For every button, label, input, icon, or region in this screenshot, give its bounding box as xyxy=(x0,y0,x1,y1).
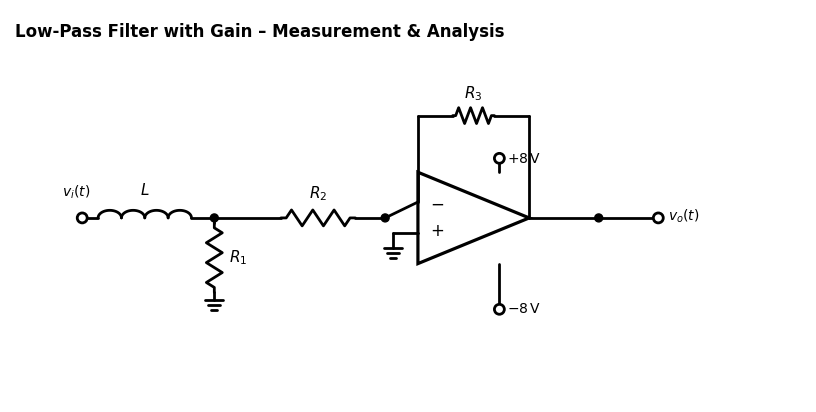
Text: Low-Pass Filter with Gain – Measurement & Analysis: Low-Pass Filter with Gain – Measurement … xyxy=(15,23,504,41)
Text: $+8\,\mathrm{V}$: $+8\,\mathrm{V}$ xyxy=(508,152,541,166)
Circle shape xyxy=(78,213,87,223)
Text: $v_o(t)$: $v_o(t)$ xyxy=(668,207,700,225)
Text: $R_2$: $R_2$ xyxy=(309,185,327,204)
Circle shape xyxy=(211,214,219,222)
Circle shape xyxy=(595,214,603,222)
Text: $v_i(t)$: $v_i(t)$ xyxy=(62,184,91,201)
Circle shape xyxy=(654,213,663,223)
Circle shape xyxy=(494,153,504,163)
Circle shape xyxy=(494,304,504,314)
Text: $-$: $-$ xyxy=(430,195,444,213)
Circle shape xyxy=(381,214,389,222)
Text: $-8\,\mathrm{V}$: $-8\,\mathrm{V}$ xyxy=(508,302,541,316)
Text: $R_1$: $R_1$ xyxy=(229,248,247,267)
Text: $L$: $L$ xyxy=(140,182,149,198)
Text: $R_3$: $R_3$ xyxy=(464,84,483,103)
Text: $+$: $+$ xyxy=(430,222,444,240)
